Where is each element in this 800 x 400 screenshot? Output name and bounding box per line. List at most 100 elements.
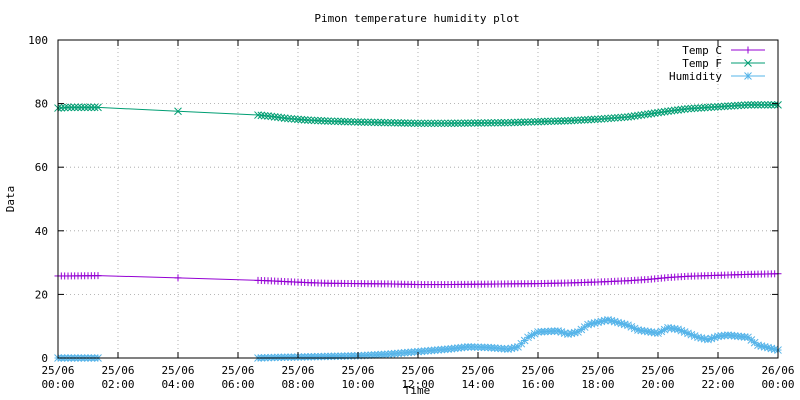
data-point [94,272,102,280]
data-point [344,117,352,126]
x-tick-label-time: 06:00 [221,378,254,391]
data-point [480,119,489,127]
data-point [624,113,632,121]
x-tick-label-date: 25/06 [101,364,134,377]
data-point [754,101,762,109]
data-point [450,119,459,128]
data-point [320,117,329,125]
data-point [640,110,649,119]
data-point [487,119,496,127]
data-point [734,101,742,110]
data-point [674,106,682,114]
data-point [384,118,392,127]
data-point [547,117,556,126]
data-point [370,118,379,127]
data-point [617,113,626,122]
data-point [64,103,72,112]
x-tick-label-time: 04:00 [161,378,194,391]
data-point [597,115,606,123]
data-point [470,119,479,127]
data-point [527,118,536,126]
legend-label: Humidity [669,70,722,83]
data-point [277,113,286,122]
y-tick-label: 0 [41,352,48,365]
x-tick-label-date: 25/06 [461,364,494,377]
data-point [537,117,546,126]
data-point [310,116,319,125]
data-point [670,106,679,115]
legend-label: Temp C [682,44,722,57]
data-point [514,118,522,127]
data-point [557,117,566,125]
data-point [80,103,89,112]
data-point [414,119,422,128]
data-point [337,117,346,126]
data-point [637,111,646,119]
data-point [500,118,509,127]
data-point [360,118,369,127]
data-point [587,115,596,124]
data-point [570,116,579,125]
data-point [257,111,266,120]
data-point [377,118,386,127]
x-axis-label: Time [404,384,431,397]
data-point [610,114,619,122]
data-point [327,117,336,126]
data-point [447,119,456,128]
x-tick-label-date: 25/06 [161,364,194,377]
data-point [657,108,666,117]
data-point [467,119,476,127]
data-point [744,101,752,109]
data-point [554,117,562,125]
data-point [70,103,79,112]
data-point [174,107,182,116]
data-point [304,116,312,124]
data-point [510,118,519,127]
data-point [507,118,516,127]
data-point [494,118,502,127]
data-point [584,115,592,124]
data-point [290,115,299,123]
x-tick-label-time: 10:00 [341,378,374,391]
x-tick-label-time: 14:00 [461,378,494,391]
data-point [300,116,309,124]
x-tick-label-date: 25/06 [521,364,554,377]
data-point [314,116,322,125]
data-point [580,116,589,124]
x-tick-label-time: 22:00 [701,378,734,391]
data-point [560,117,569,125]
data-point [747,101,756,109]
data-point [77,103,86,112]
plot-frame [57,39,779,359]
x-tick-label-date: 25/06 [281,364,314,377]
x-tick-label-date: 25/06 [401,364,434,377]
data-point [267,112,276,121]
grid-lines [58,40,778,358]
data-point [407,119,416,128]
data-point [357,118,366,126]
data-point [660,107,669,116]
x-tick-label-time: 00:00 [41,378,74,391]
data-point [437,119,446,128]
data-point [260,111,269,120]
x-tick-label-time: 00:00 [761,378,794,391]
x-tick-label-time: 12:00 [401,378,434,391]
data-point [307,116,316,125]
data-point [517,118,526,127]
data-point [460,119,469,127]
data-point [387,118,396,127]
data-point [750,101,759,109]
data-point [634,111,642,120]
data-point [524,118,532,126]
data-point [767,101,776,109]
data-point [590,115,599,124]
data-point [757,101,766,109]
data-point [644,110,652,118]
data-point [687,104,696,113]
data-point [254,111,262,119]
data-point [270,112,279,121]
x-tick-label-date: 26/06 [761,364,794,377]
series-temp-c [54,270,782,289]
data-point [530,117,539,126]
data-point [627,112,636,121]
